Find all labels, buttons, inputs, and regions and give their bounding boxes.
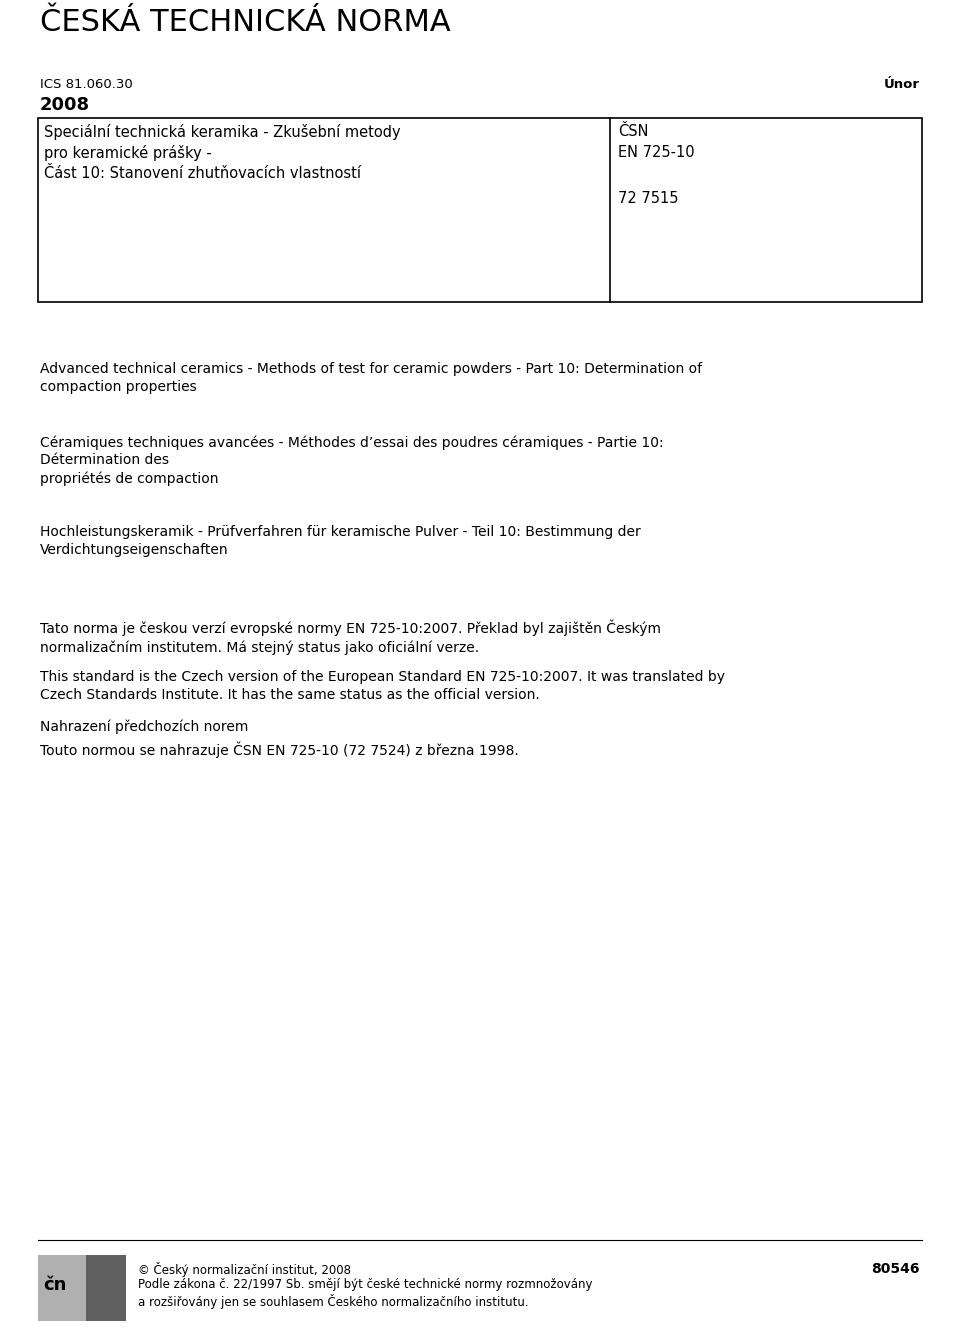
Bar xyxy=(38,1255,86,1321)
Text: ČESKÁ TECHNICKÁ NORMA: ČESKÁ TECHNICKÁ NORMA xyxy=(40,8,451,37)
Text: Únor: Únor xyxy=(884,78,920,91)
Bar xyxy=(86,1255,126,1321)
Text: Nahrazení předchozích norem: Nahrazení předchozích norem xyxy=(40,720,249,735)
Bar xyxy=(38,118,922,302)
Text: Hochleistungskeramik - Prüfverfahren für keramische Pulver - Teil 10: Bestimmung: Hochleistungskeramik - Prüfverfahren für… xyxy=(40,524,640,557)
Text: ICS 81.060.30: ICS 81.060.30 xyxy=(40,78,132,91)
Text: Podle zákona č. 22/1997 Sb. smějí být české technické normy rozmnožovány: Podle zákona č. 22/1997 Sb. smějí být če… xyxy=(138,1278,592,1291)
Text: Touto normou se nahrazuje ČSN EN 725-10 (72 7524) z března 1998.: Touto normou se nahrazuje ČSN EN 725-10 … xyxy=(40,743,518,759)
Text: EN 725-10: EN 725-10 xyxy=(618,145,695,161)
Text: 80546: 80546 xyxy=(872,1262,920,1276)
Text: ČSN: ČSN xyxy=(618,124,649,139)
Text: a rozšiřovány jen se souhlasem Českého normalizačního institutu.: a rozšiřovány jen se souhlasem Českého n… xyxy=(138,1294,529,1309)
Text: Advanced technical ceramics - Methods of test for ceramic powders - Part 10: Det: Advanced technical ceramics - Methods of… xyxy=(40,363,702,393)
Text: This standard is the Czech version of the European Standard EN 725-10:2007. It w: This standard is the Czech version of th… xyxy=(40,670,725,702)
Text: Céramiques techniques avancées - Méthodes d’essai des poudres céramiques - Parti: Céramiques techniques avancées - Méthode… xyxy=(40,435,663,486)
Text: 72 7515: 72 7515 xyxy=(618,191,679,206)
Text: 2008: 2008 xyxy=(40,96,90,114)
Text: © Český normalizační institut, 2008: © Český normalizační institut, 2008 xyxy=(138,1262,351,1276)
Text: Tato norma je českou verzí evropské normy EN 725-10:2007. Překlad byl zajištěn Č: Tato norma je českou verzí evropské norm… xyxy=(40,619,661,656)
Text: Část 10: Stanovení zhutňovacích vlastností: Část 10: Stanovení zhutňovacích vlastnos… xyxy=(44,166,361,181)
Text: Speciální technická keramika - Zkušební metody: Speciální technická keramika - Zkušební … xyxy=(44,124,400,140)
Text: čn: čn xyxy=(43,1275,66,1294)
Text: pro keramické prášky -: pro keramické prášky - xyxy=(44,145,212,161)
